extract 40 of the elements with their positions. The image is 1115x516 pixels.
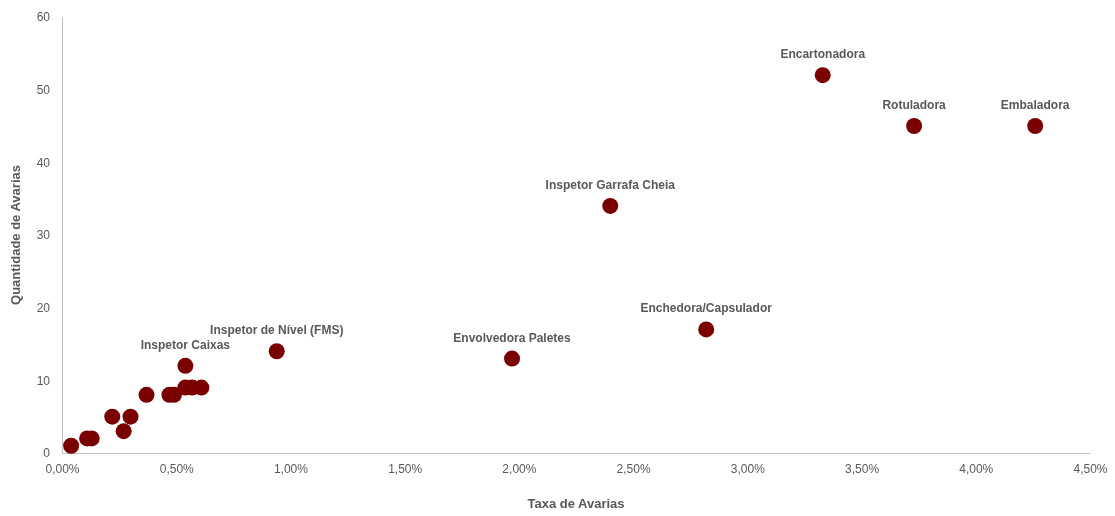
point — [122, 408, 139, 425]
point — [63, 437, 80, 454]
annotation: Inspetor Caixas — [140, 337, 231, 352]
annotation: Embaladora — [1000, 98, 1070, 112]
y-tick-label: 10 — [36, 373, 51, 388]
point — [138, 386, 155, 403]
x-tick-label: 2,00% — [502, 461, 537, 476]
point — [268, 343, 285, 360]
point — [1027, 118, 1044, 134]
y-tick-label: 40 — [36, 155, 51, 170]
x-tick-label: 0,00% — [45, 461, 80, 476]
point — [906, 118, 923, 134]
x-tick-label: 1,00% — [273, 461, 309, 476]
y-tick-label: 0 — [43, 446, 51, 461]
x-tick-label: 3,00% — [730, 461, 766, 476]
point — [602, 197, 619, 214]
point — [115, 423, 132, 440]
x-axis-title: Taxa de Avarias — [527, 496, 625, 511]
annotation: Envolvedora Paletes — [453, 330, 572, 345]
annotation: Enchedora/Capsulador — [640, 301, 773, 316]
annotation: Inspetor de Nível (FMS) — [210, 323, 344, 338]
y-tick-label: 60 — [36, 10, 51, 25]
point — [698, 321, 715, 338]
y-tick-label: 20 — [36, 301, 51, 316]
x-tick-label: 3,50% — [845, 461, 880, 476]
annotation: Encartonadora — [780, 47, 866, 62]
x-tick-label: 1,50% — [388, 461, 423, 476]
x-tick-label: 4,00% — [959, 461, 994, 476]
y-tick-label: 50 — [36, 83, 51, 98]
x-tick-label: 0,50% — [159, 461, 195, 476]
point — [814, 67, 831, 84]
point — [504, 350, 521, 367]
point — [104, 408, 121, 425]
point — [177, 357, 194, 374]
y-tick-label: 30 — [36, 228, 51, 243]
annotation: Rotuladora — [882, 98, 947, 112]
annotation: Inspetor Garrafa Cheia — [545, 177, 676, 192]
x-tick-label: 4,50% — [1073, 461, 1108, 476]
y-axis-title: Quantidade de Avarias — [8, 165, 23, 305]
x-tick-label: 2,50% — [616, 461, 651, 476]
